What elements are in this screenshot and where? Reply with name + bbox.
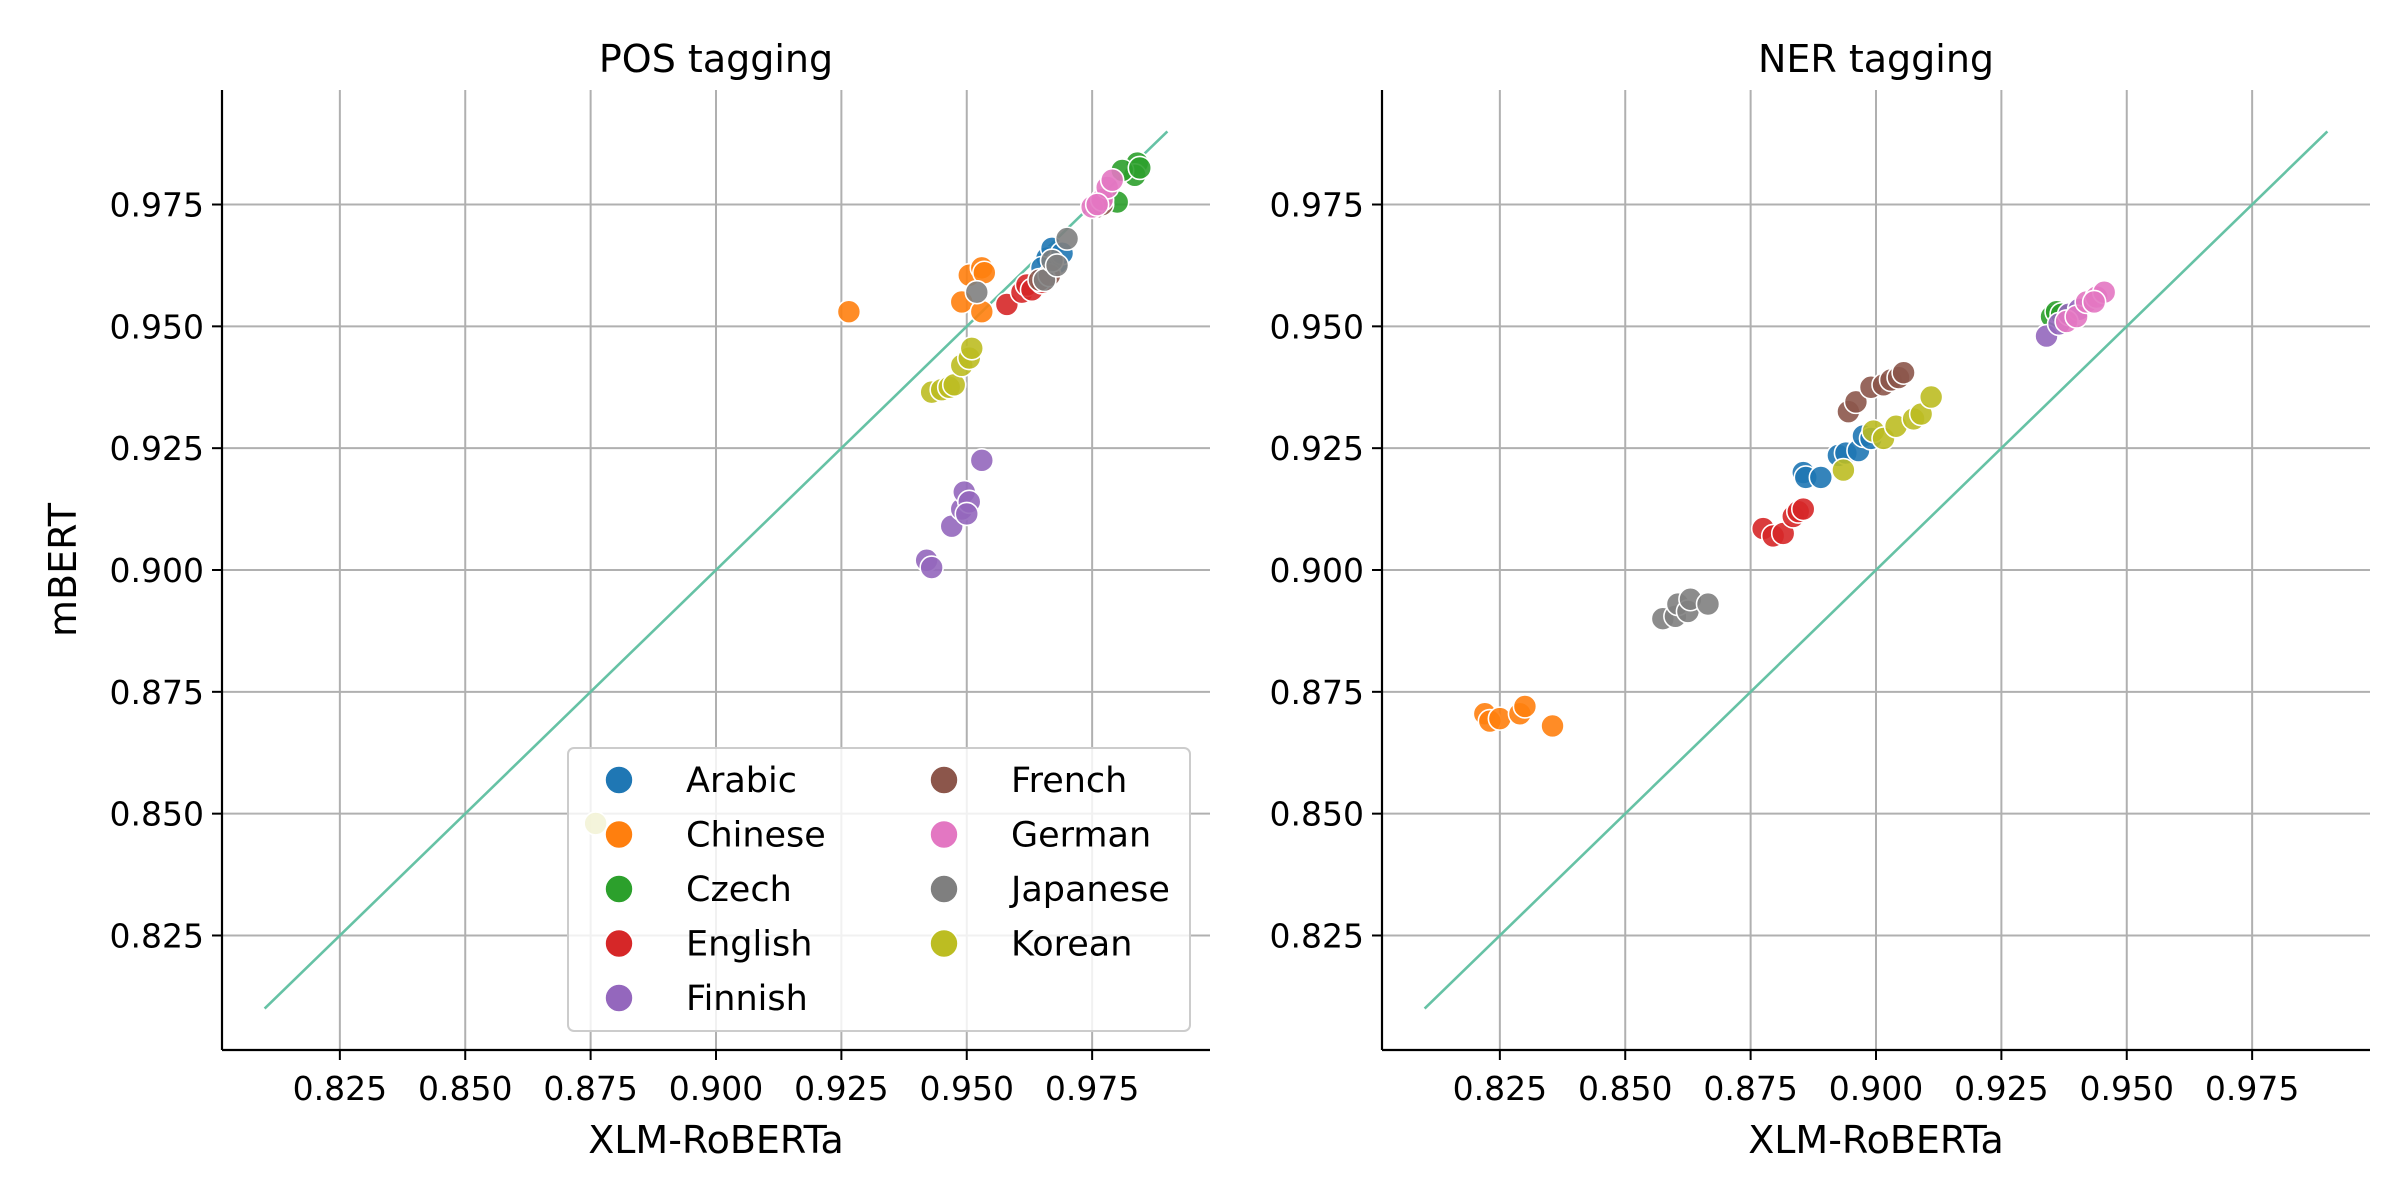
ner-y-tick-label: 0.875 [1270,673,1364,712]
ner-reference-line [1423,130,2329,1010]
ner-point-english [1790,496,1816,522]
legend-marker-english [604,928,634,959]
legend-marker-japanese [929,874,959,904]
ner-x-tick-label: 0.950 [2080,1069,2174,1108]
ner-y-tick-label: 0.950 [1270,307,1364,346]
ner-x-tick-label: 0.925 [1954,1069,2048,1108]
ner-y-tick-label: 0.925 [1270,429,1364,468]
pos-reference-line [263,130,1169,1010]
ner-tagging-panel: NER tagging XLM-RoBERTa 0.825 0.850 0.875 0… [1270,37,2370,1162]
ner-point-korean [1918,384,1944,410]
ner-point-french [1843,389,1869,415]
legend-label-chinese: Chinese [686,816,826,856]
ner-point-korean [1831,457,1856,483]
pos-x-tick-label: 0.925 [794,1069,888,1108]
pos-y-tick-label: 0.925 [110,429,204,468]
pos-x-tick-label: 0.825 [293,1069,387,1108]
legend-marker-german [929,819,959,850]
pos-series-german [1079,167,1125,220]
ner-x-tick-label: 0.875 [1703,1069,1797,1108]
ner-point-chinese [1487,706,1513,731]
ner-point-japanese [1695,591,1721,617]
pos-point-finnish [969,448,995,473]
legend: Arabic Chinese Czech English Finnish French Ge… [567,747,1191,1032]
ner-y-tick-label: 0.900 [1270,551,1364,590]
legend-marker-arabic [604,765,634,795]
ner-series-korean [1831,384,1944,483]
ner-series-english [1750,496,1816,549]
pos-y-axis-label: mBERT [41,502,85,637]
legend-marker-french [929,765,959,795]
pos-point-finnish [919,555,944,580]
legend-label-japanese: Japanese [1009,870,1170,910]
pos-x-tick-label: 0.975 [1045,1069,1139,1108]
legend-label-czech: Czech [686,870,792,910]
ner-point-french [1891,360,1916,385]
legend-marker-korean [929,928,959,959]
ner-gridlines [1382,90,2370,1050]
pos-point-german [1084,192,1110,217]
ner-x-tick-label: 0.900 [1829,1069,1923,1108]
legend-label-english: English [686,925,812,965]
ner-point-chinese [1512,694,1538,719]
pos-y-tick-label: 0.825 [110,916,204,955]
legend-label-german: German [1011,816,1151,856]
ner-x-tick-label: 0.975 [2205,1069,2299,1108]
ner-x-tick-label: 0.825 [1453,1069,1547,1108]
pos-point-chinese [836,299,862,325]
pos-series-finnish [914,448,995,580]
ner-point-german [2081,289,2107,315]
pos-series-japanese [964,226,1080,305]
pos-chart-title: POS tagging [599,37,833,81]
pos-x-axis-label: XLM-RoBERTa [588,1118,844,1162]
pos-y-tick-label: 0.900 [110,551,204,590]
ner-series-japanese [1650,586,1721,632]
legend-marker-finnish [604,983,634,1013]
legend-label-korean: Korean [1011,925,1132,965]
ner-y-tick-label: 0.825 [1270,916,1364,955]
ner-point-arabic [1808,465,1834,490]
legend-label-french: French [1011,761,1127,801]
pos-tagging-panel: POS tagging XLM-RoBERTa mBERT 0.825 0.850… [41,37,1210,1162]
pos-point-japanese [1044,253,1070,278]
ner-series-french [1836,360,1916,424]
pos-x-tick-label: 0.950 [920,1069,1014,1108]
legend-label-arabic: Arabic [686,761,797,801]
pos-x-tick-label: 0.875 [543,1069,637,1108]
pos-x-tick-label: 0.850 [418,1069,512,1108]
ner-point-chinese [1540,713,1565,739]
legend-label-finnish: Finnish [686,979,808,1019]
ner-series-chinese [1472,694,1565,739]
pos-y-tick-label: 0.850 [110,795,204,834]
legend-marker-chinese [604,819,634,850]
pos-point-japanese [1054,226,1080,251]
pos-point-korean [959,335,985,361]
pos-x-tick-label: 0.900 [669,1069,763,1108]
ner-series-german [2054,279,2117,334]
legend-frame [567,747,1191,1032]
legend-marker-czech [604,874,634,904]
pos-point-finnish [954,501,980,527]
pos-y-tick-label: 0.950 [110,307,204,346]
pos-point-japanese [964,279,990,305]
ner-y-tick-label: 0.975 [1270,186,1364,225]
pos-y-tick-label: 0.975 [110,186,204,225]
pos-point-czech [1127,155,1153,181]
ner-x-axis-label: XLM-RoBERTa [1748,1118,2004,1162]
ner-series-arabic [1790,423,1884,490]
pos-y-tick-label: 0.875 [110,673,204,712]
ner-chart-title: NER tagging [1758,37,1994,81]
ner-x-tick-label: 0.850 [1578,1069,1672,1108]
pos-point-german [1099,167,1125,193]
ner-y-tick-label: 0.850 [1270,795,1364,834]
